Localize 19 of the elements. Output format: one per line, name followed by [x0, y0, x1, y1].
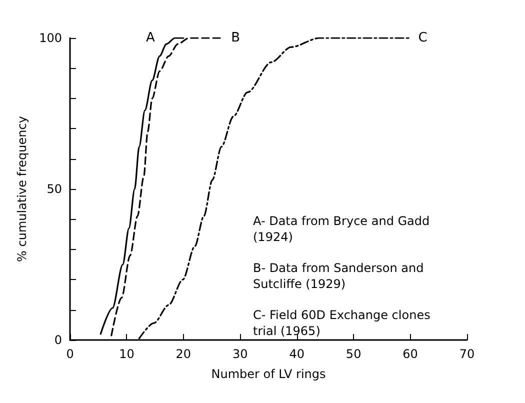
- y-axis-title: % cumulative frequency: [15, 116, 30, 262]
- x-tick-label: 40: [289, 347, 304, 361]
- x-tick-label: 10: [119, 347, 134, 361]
- x-tick-label: 0: [66, 347, 74, 361]
- series-label: C: [418, 30, 428, 46]
- x-tick-label: 60: [402, 347, 418, 361]
- x-axis-title: Number of LV rings: [211, 367, 326, 381]
- y-tick-label: 50: [46, 182, 62, 196]
- series-label: A: [146, 30, 156, 46]
- annotation: A- Data from Bryce and Gadd (1924): [253, 214, 434, 244]
- x-tick-label: 50: [346, 347, 362, 361]
- x-tick-label: 30: [232, 347, 248, 361]
- annotation: C- Field 60D Exchange clones trial (1965): [253, 308, 434, 338]
- x-tick-label: 20: [176, 347, 192, 361]
- y-tick-label: 0: [54, 333, 62, 347]
- x-tick-label: 70: [459, 347, 475, 361]
- annotation: B- Data from Sanderson and Sutcliffe (1929): [253, 261, 428, 291]
- y-tick-label: 100: [39, 31, 62, 45]
- series-label: B: [231, 30, 240, 46]
